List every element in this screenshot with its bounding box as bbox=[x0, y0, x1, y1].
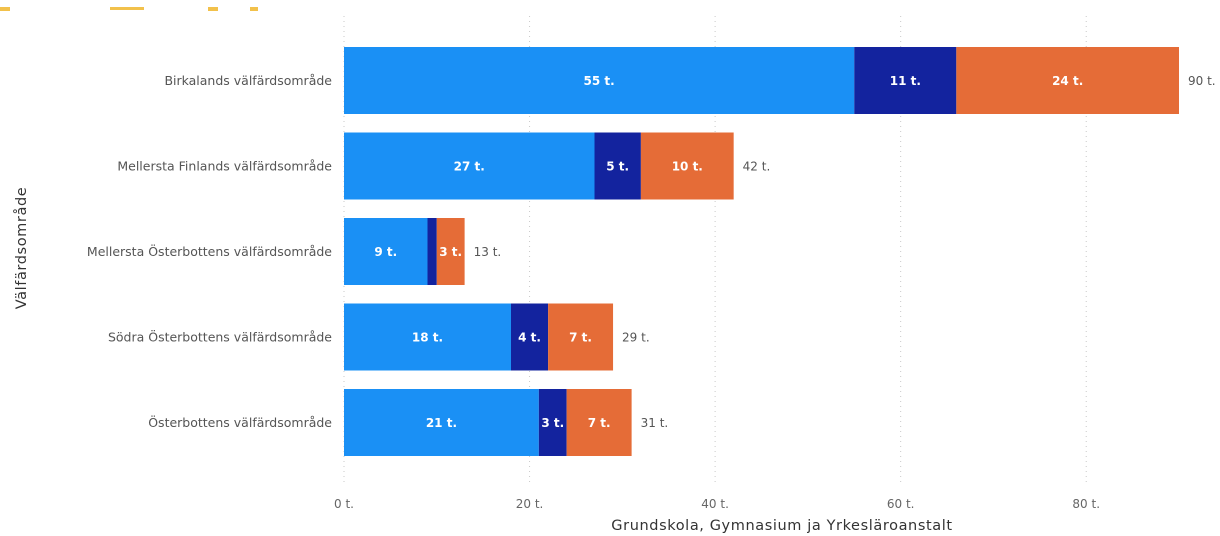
bar-segment bbox=[538, 389, 567, 456]
total-value-label: 13 t. bbox=[474, 245, 502, 259]
x-tick-label: 80 t. bbox=[1072, 497, 1100, 511]
x-tick-label: 60 t. bbox=[887, 497, 915, 511]
category-label: Mellersta Finlands välfärdsområde bbox=[117, 159, 332, 174]
segment-value-label: 3 t. bbox=[541, 416, 564, 430]
x-tick-label: 0 t. bbox=[334, 497, 354, 511]
bar-segment bbox=[427, 218, 437, 285]
segment-value-label: 11 t. bbox=[890, 74, 921, 88]
category-label: Birkalands välfärdsområde bbox=[164, 73, 332, 88]
legend-strip-svg bbox=[0, 7, 258, 11]
x-tick-label: 40 t. bbox=[701, 497, 729, 511]
bar-segment bbox=[511, 303, 549, 371]
x-axis-title: Grundskola, Gymnasium ja Yrkesläroanstal… bbox=[611, 518, 952, 534]
bar-segment bbox=[344, 218, 428, 285]
bar-segment bbox=[344, 47, 855, 114]
segment-value-label: 4 t. bbox=[518, 331, 541, 345]
total-value-label: 42 t. bbox=[743, 160, 771, 174]
category-label: Österbottens välfärdsområde bbox=[148, 414, 332, 430]
segment-value-label: 9 t. bbox=[374, 245, 397, 259]
legend-swatch-2 bbox=[110, 7, 144, 10]
bar-segment bbox=[344, 303, 511, 371]
bar-segment bbox=[854, 47, 957, 114]
labels: 0 t. 20 t. 40 t. 60 t. 80 t. Birkalands välfä… bbox=[87, 73, 1216, 511]
segment-value-label: 27 t. bbox=[454, 160, 485, 174]
legend-swatch-1 bbox=[0, 7, 10, 11]
segment-value-label: 24 t. bbox=[1052, 74, 1083, 88]
bar-segment bbox=[344, 389, 539, 456]
bar-segment bbox=[566, 389, 632, 456]
bars bbox=[344, 47, 1179, 456]
bar-segment bbox=[436, 218, 465, 285]
legend-swatch-4 bbox=[250, 7, 258, 11]
x-tick-label: 20 t. bbox=[516, 497, 544, 511]
category-label: Mellersta Österbottens välfärdsområde bbox=[87, 243, 332, 259]
legend-strip-partial bbox=[0, 0, 260, 11]
segment-value-label: 3 t. bbox=[439, 245, 462, 259]
segment-value-label: 55 t. bbox=[584, 74, 615, 88]
segment-value-label: 21 t. bbox=[426, 416, 457, 430]
segment-value-label: 18 t. bbox=[412, 331, 443, 345]
y-axis-title: Välfärdsområde bbox=[13, 187, 30, 310]
bar-segment bbox=[548, 303, 614, 371]
segment-value-label: 10 t. bbox=[672, 160, 703, 174]
total-value-label: 90 t. bbox=[1188, 74, 1216, 88]
bar-segment bbox=[640, 132, 734, 200]
category-label: Södra Österbottens välfärdsområde bbox=[108, 329, 332, 345]
legend-swatch-3 bbox=[208, 7, 218, 11]
segment-value-label: 7 t. bbox=[588, 416, 611, 430]
bar-segment bbox=[956, 47, 1179, 114]
segment-value-label: 7 t. bbox=[569, 331, 592, 345]
bar-segment bbox=[594, 132, 641, 200]
total-value-label: 31 t. bbox=[641, 416, 669, 430]
bar-segment bbox=[344, 132, 595, 200]
total-value-label: 29 t. bbox=[622, 331, 650, 345]
segment-value-label: 5 t. bbox=[606, 160, 629, 174]
